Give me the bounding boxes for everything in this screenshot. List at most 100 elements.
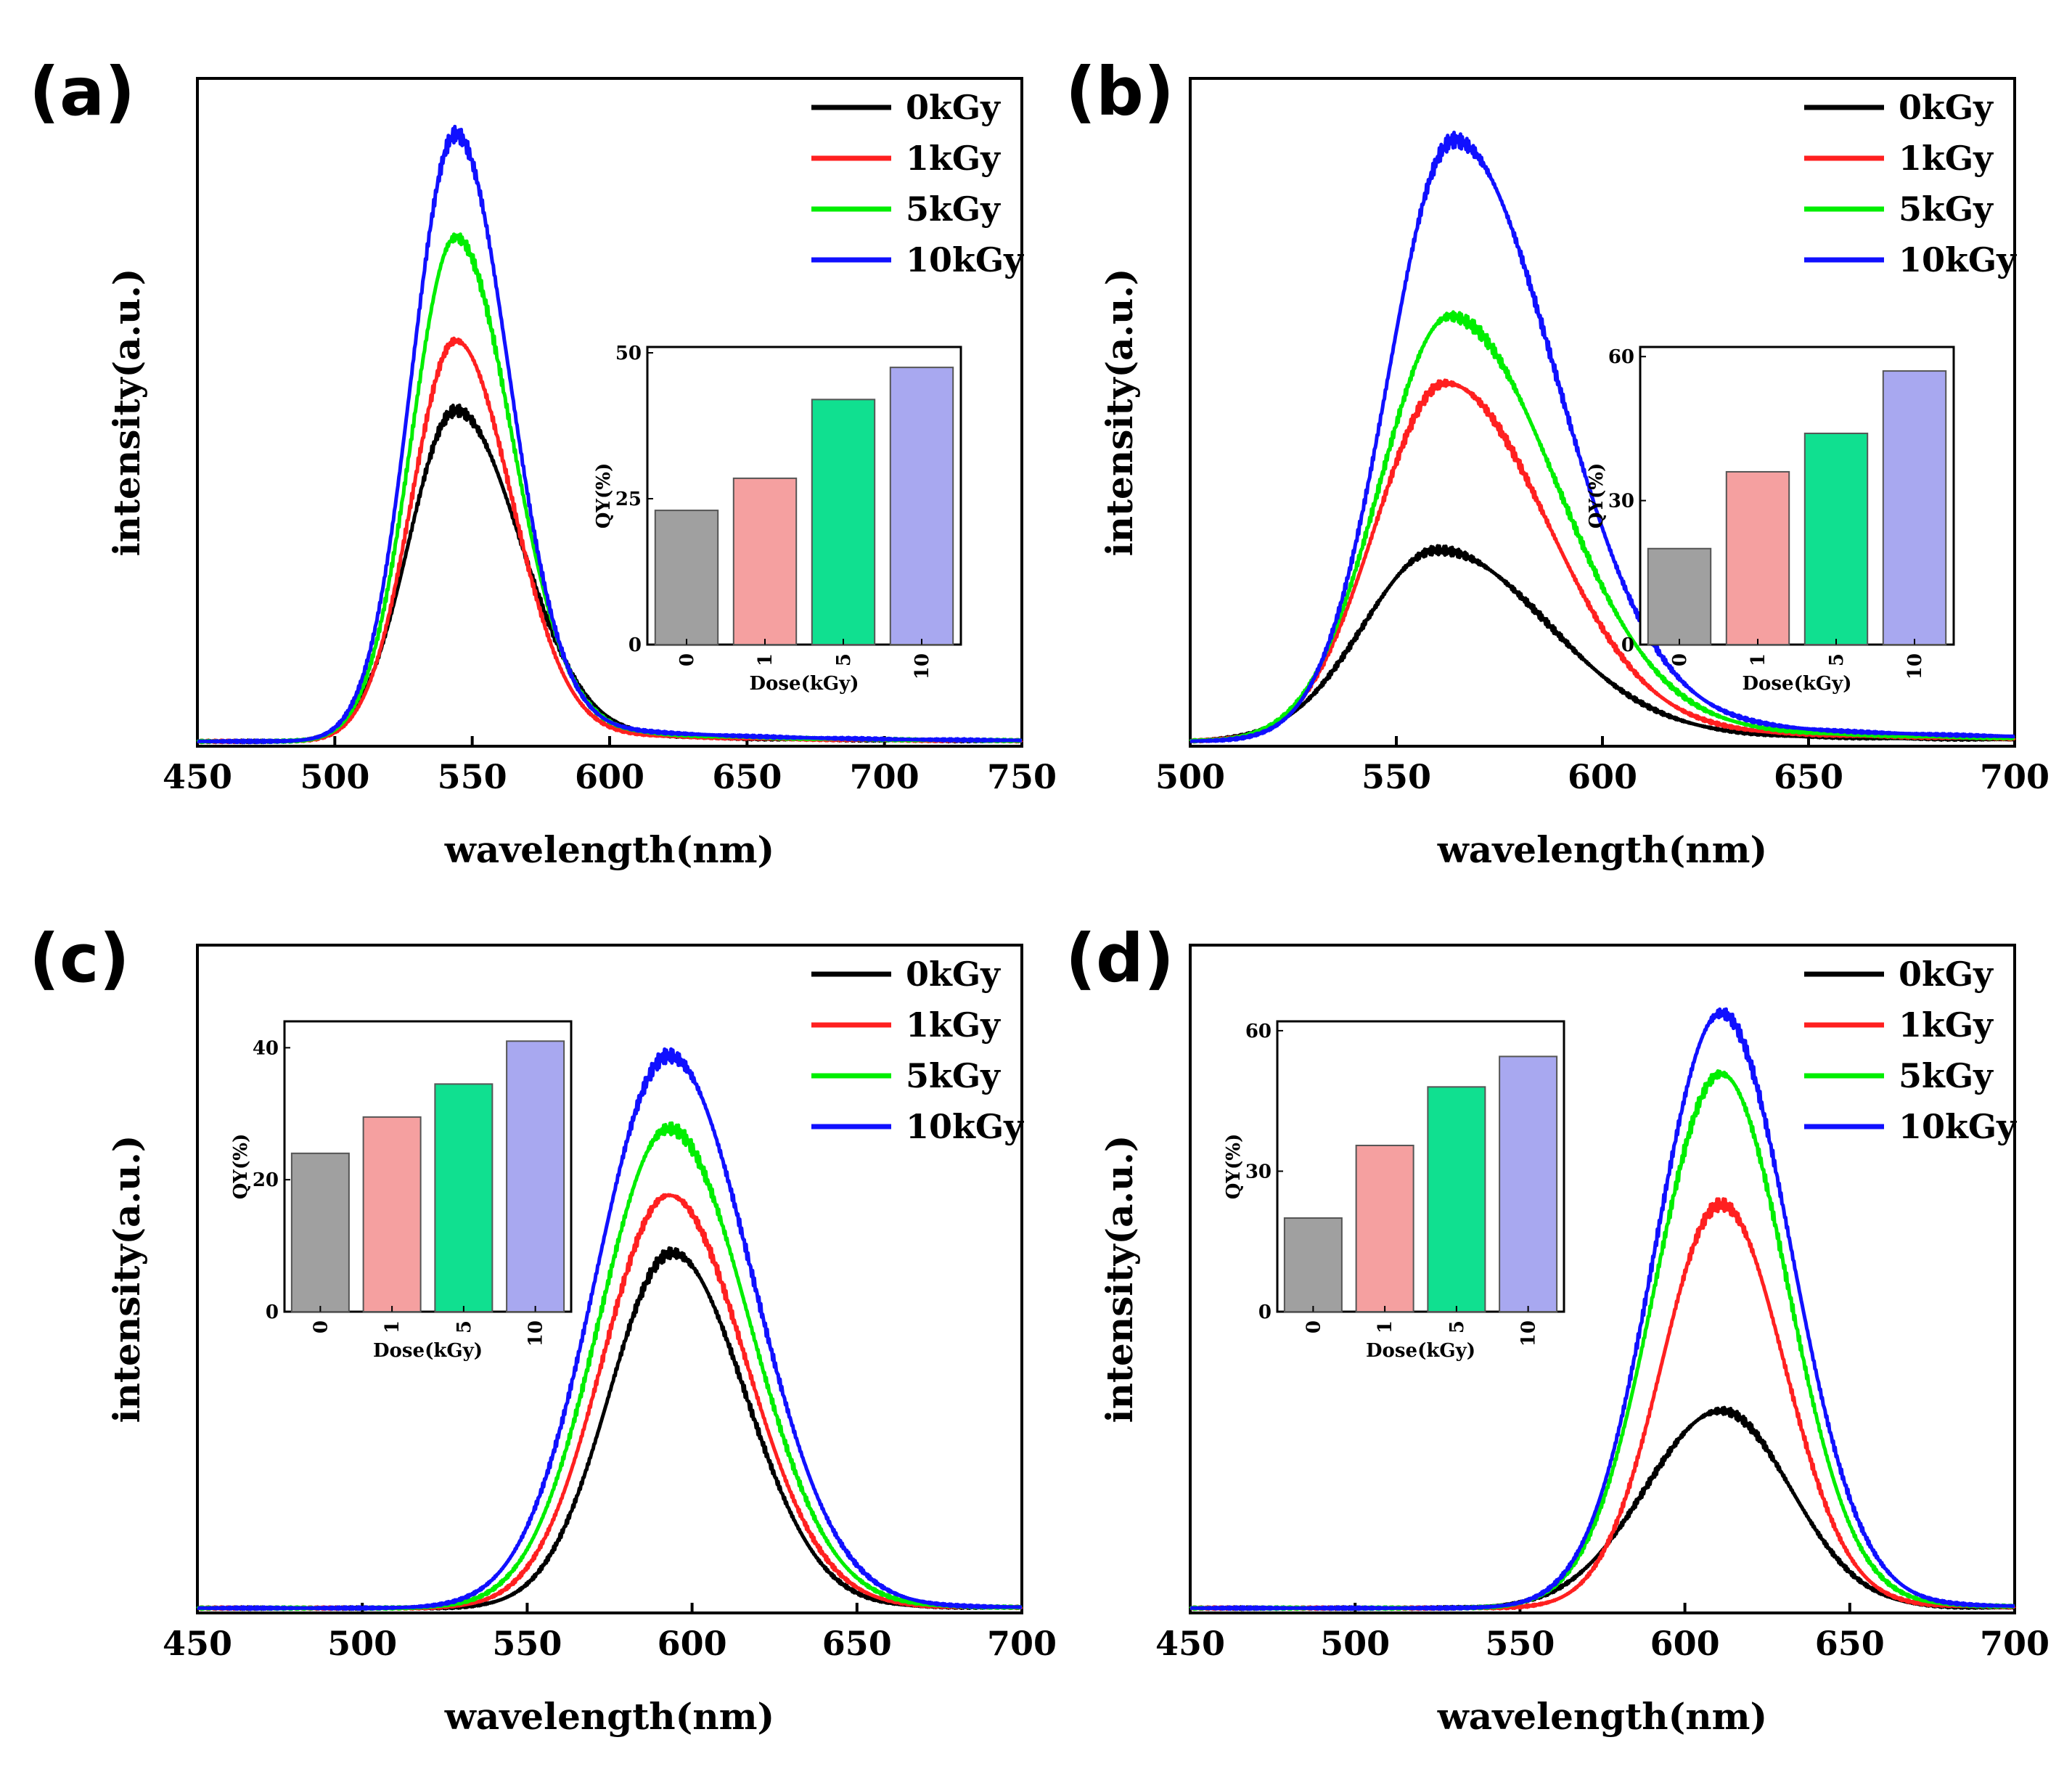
x-tick-label-c: 650 [822, 1624, 892, 1663]
inset-x-tick-label-d: 10 [1518, 1320, 1540, 1347]
inset-chart-d: 0 1 5 10 0 30 60 Dose(kGy) QY(%) [1223, 1020, 1565, 1362]
panel-label-d: (d) [1065, 920, 1174, 997]
inset-y-tick-label-d: 0 [1258, 1302, 1272, 1323]
panel-label-c: (c) [29, 920, 130, 997]
x-tick-label-a: 700 [850, 757, 920, 796]
x-tick-label-a: 550 [438, 757, 507, 796]
inset-x-axis-label-d: Dose(kGy) [1366, 1340, 1475, 1362]
inset-x-tick-label-a: 1 [755, 653, 777, 666]
x-tick-label-a: 650 [712, 757, 782, 796]
series-line-10kGy-d [1189, 1007, 2016, 1611]
series-line-10kGy-a [196, 124, 1023, 745]
legend-label-1kGy-a: 1kGy [906, 139, 1001, 178]
inset-y-axis-label-d: QY(%) [1223, 1134, 1245, 1200]
plot-frame-c [196, 944, 1023, 1614]
inset-x-tick-label-d: 5 [1446, 1320, 1468, 1333]
panel-c: (c)450 500 550 600 650 700wavelength(nm)inten… [29, 920, 1057, 1738]
legend-label-10kGy-b: 10kGy [1899, 240, 2017, 279]
inset-x-tick-label-c: 10 [525, 1320, 547, 1347]
inset-bar-5-d [1427, 1086, 1486, 1313]
inset-bar-0-d [1283, 1217, 1343, 1313]
inset-x-tick-label-b: 1 [1748, 653, 1769, 666]
inset-y-tick-label-c: 20 [253, 1169, 279, 1191]
inset-bar-1-b [1725, 470, 1790, 645]
inset-y-axis-label-c: QY(%) [230, 1134, 252, 1200]
inset-x-tick-label-c: 1 [382, 1320, 404, 1333]
inset-y-tick-label-b: 60 [1608, 346, 1634, 368]
x-tick-label-c: 450 [163, 1624, 232, 1663]
inset-y-tick-label-b: 0 [1621, 634, 1634, 656]
inset-y-tick-label-d: 30 [1245, 1161, 1272, 1182]
x-tick-label-d: 650 [1815, 1624, 1885, 1663]
y-axis-label-a: intensity(a.u.) [105, 269, 148, 557]
inset-x-tick-label-c: 5 [454, 1320, 475, 1333]
inset-y-tick-label-a: 0 [628, 634, 642, 656]
inset-bar-10-c [506, 1040, 565, 1312]
series-line-10kGy-c [196, 1047, 1023, 1611]
inset-y-axis-label-a: QY(%) [593, 463, 615, 529]
panel-label-a: (a) [29, 53, 135, 131]
panel-a: (a)450 500 550 600 650 700 750wavelength(nm)in… [29, 53, 1057, 871]
x-tick-label-c: 500 [327, 1624, 397, 1663]
x-tick-label-d: 500 [1320, 1624, 1390, 1663]
legend-label-1kGy-b: 1kGy [1899, 139, 1994, 178]
legend-label-0kGy-c: 0kGy [906, 955, 1001, 994]
inset-bar-0-a [654, 510, 719, 645]
x-tick-label-b: 550 [1361, 757, 1431, 796]
inset-x-axis-label-b: Dose(kGy) [1743, 673, 1852, 695]
x-tick-label-c: 600 [658, 1624, 727, 1663]
x-tick-label-a: 500 [300, 757, 369, 796]
legend-label-0kGy-a: 0kGy [906, 88, 1001, 127]
inset-y-tick-label-c: 0 [266, 1302, 279, 1323]
inset-bar-10-b [1882, 370, 1947, 645]
inset-x-tick-label-a: 5 [833, 653, 855, 666]
inset-bar-0-c [290, 1152, 350, 1313]
inset-x-tick-label-a: 0 [676, 653, 698, 666]
inset-y-tick-label-c: 40 [253, 1037, 279, 1059]
inset-chart-a: 0 1 5 10 0 25 50 Dose(kGy) QY(%) [593, 343, 962, 695]
legend-label-5kGy-c: 5kGy [906, 1056, 1001, 1095]
x-tick-label-a: 600 [575, 757, 644, 796]
inset-bar-5-b [1803, 433, 1869, 646]
legend-label-0kGy-d: 0kGy [1899, 955, 1994, 994]
x-tick-label-c: 700 [987, 1624, 1057, 1663]
x-tick-label-a: 450 [163, 757, 232, 796]
inset-bar-1-a [732, 477, 798, 645]
y-axis-label-c: intensity(a.u.) [105, 1135, 148, 1423]
x-tick-label-d: 450 [1155, 1624, 1225, 1663]
x-tick-label-c: 550 [492, 1624, 562, 1663]
inset-x-tick-label-c: 0 [310, 1320, 332, 1333]
inset-x-tick-label-d: 0 [1303, 1320, 1324, 1333]
inset-bar-5-c [434, 1083, 494, 1312]
panel-label-b: (b) [1065, 53, 1174, 131]
inset-x-tick-label-d: 1 [1375, 1320, 1396, 1333]
inset-x-tick-label-b: 0 [1669, 653, 1691, 666]
legend-label-1kGy-c: 1kGy [906, 1005, 1001, 1045]
legend-label-10kGy-c: 10kGy [906, 1107, 1024, 1146]
x-tick-label-d: 600 [1650, 1624, 1720, 1663]
x-tick-label-b: 500 [1155, 757, 1225, 796]
panel-d: (d)450 500 550 600 650 700wavelength(nm)inten… [1065, 920, 2050, 1738]
x-tick-label-b: 700 [1980, 757, 2050, 796]
x-tick-label-a: 750 [987, 757, 1057, 796]
inset-bar-0-b [1647, 547, 1712, 646]
inset-chart-c: 0 1 5 10 0 20 40 Dose(kGy) QY(%) [230, 1020, 573, 1362]
inset-x-axis-label-c: Dose(kGy) [373, 1340, 483, 1362]
inset-y-axis-label-b: QY(%) [1586, 463, 1608, 529]
legend-label-10kGy-d: 10kGy [1899, 1107, 2017, 1146]
inset-bar-10-a [889, 367, 954, 645]
legend-label-5kGy-d: 5kGy [1899, 1056, 1994, 1095]
x-tick-label-b: 600 [1568, 757, 1637, 796]
x-tick-label-d: 550 [1485, 1624, 1555, 1663]
x-axis-label-c: wavelength(nm) [444, 1695, 774, 1738]
inset-chart-b: 0 1 5 10 0 30 60 Dose(kGy) QY(%) [1586, 346, 1955, 695]
series-line-0kGy-b [1189, 544, 2016, 743]
legend-label-1kGy-d: 1kGy [1899, 1005, 1994, 1045]
legend-label-5kGy-b: 5kGy [1899, 189, 1994, 229]
inset-bar-1-d [1355, 1144, 1414, 1313]
inset-x-tick-label-b: 10 [1904, 653, 1926, 679]
inset-y-tick-label-d: 60 [1245, 1021, 1272, 1042]
y-axis-label-b: intensity(a.u.) [1098, 269, 1141, 557]
x-axis-label-d: wavelength(nm) [1437, 1695, 1767, 1738]
